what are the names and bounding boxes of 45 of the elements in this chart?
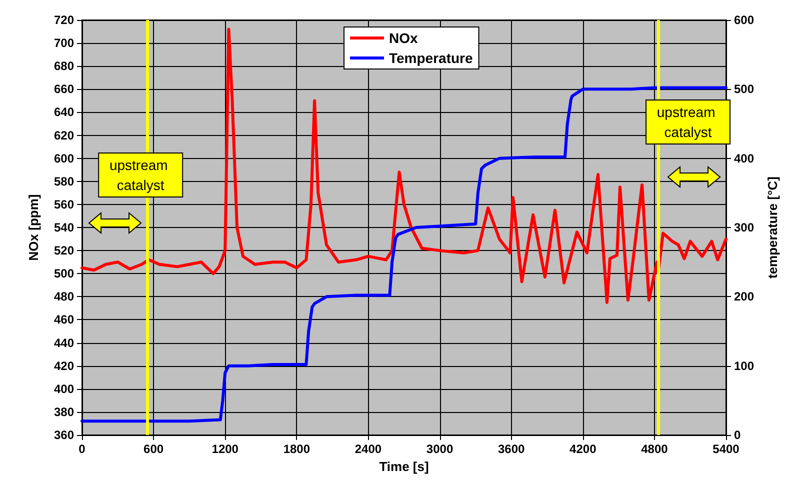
x-tick-label: 3600 (498, 442, 526, 456)
y-tick-label: 400 (54, 382, 74, 396)
legend-label: Temperature (389, 50, 473, 66)
y2-tick-label: 100 (734, 358, 754, 373)
y-tick-label: 420 (54, 358, 74, 373)
y-tick-label: 540 (54, 220, 74, 234)
y-tick-label: 580 (54, 174, 74, 188)
y2-tick-label: 500 (734, 82, 754, 96)
y-tick-label: 520 (54, 244, 74, 258)
legend-label: NOx (389, 30, 418, 46)
y-tick-label: 560 (54, 197, 74, 212)
y2-tick-label: 300 (734, 220, 754, 234)
x-tick-label: 5400 (712, 442, 740, 456)
x-tick-label: 2400 (354, 442, 382, 456)
y2-axis-title: temperature [°C] (765, 176, 780, 278)
y-tick-label: 700 (54, 36, 74, 50)
annotation: upstream catalyst (656, 104, 720, 140)
y-tick-label: 380 (54, 404, 74, 419)
x-tick-label: 0 (78, 442, 86, 456)
annotation: upstream catalyst (109, 157, 172, 193)
y-tick-label: 440 (54, 336, 74, 350)
y-tick-label: 640 (54, 105, 74, 120)
y-tick-label: 660 (54, 82, 74, 96)
line-series (80, 28, 728, 304)
y2-tick-label: 0 (734, 428, 741, 442)
x-tick-label: 4200 (570, 442, 597, 456)
x-tick-label: 1200 (212, 442, 239, 456)
y-tick-label: 480 (54, 290, 74, 304)
y-tick-label: 600 (54, 151, 74, 166)
y-tick-label: 620 (54, 128, 74, 142)
y2-tick-label: 400 (734, 151, 754, 166)
x-axis-title: Time [s] (379, 458, 429, 474)
line-series (80, 86, 728, 423)
y2-tick-label: 200 (734, 290, 754, 304)
y-tick-label: 680 (54, 59, 74, 74)
y-tick-label: 460 (54, 312, 74, 327)
y-axis-title: NOx [ppm] (26, 194, 41, 261)
x-tick-label: 3000 (426, 442, 454, 456)
x-tick-label: 4800 (641, 442, 668, 456)
x-tick-label: 1800 (283, 442, 310, 456)
y-tick-label: 360 (54, 428, 74, 442)
y-tick-label: 500 (54, 266, 74, 281)
x-tick-label: 600 (144, 442, 164, 456)
y2-tick-label: 600 (734, 13, 754, 27)
y-tick-label: 720 (54, 13, 74, 27)
